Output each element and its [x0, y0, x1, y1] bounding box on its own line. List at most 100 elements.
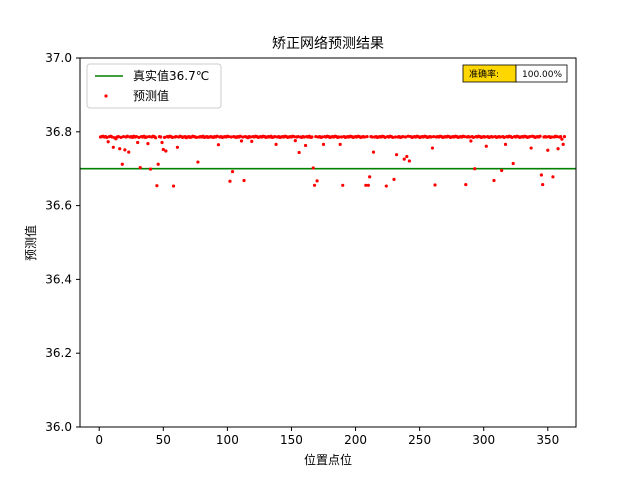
data-point	[123, 148, 127, 152]
data-point	[429, 135, 433, 139]
data-point	[242, 178, 246, 183]
data-point	[136, 140, 140, 145]
data-point	[392, 177, 396, 181]
data-point	[116, 135, 121, 139]
data-point	[250, 139, 254, 143]
data-point	[292, 135, 296, 139]
data-point	[368, 175, 372, 179]
data-point	[491, 135, 495, 139]
data-point	[403, 135, 408, 139]
data-point	[362, 135, 367, 139]
accuracy-box: 准确率: 100.00%	[462, 64, 568, 83]
data-point	[538, 134, 542, 138]
data-point	[550, 135, 554, 139]
data-point	[110, 135, 114, 139]
data-point	[559, 135, 563, 139]
data-point	[228, 179, 232, 183]
data-point	[394, 153, 399, 157]
data-point	[320, 135, 324, 139]
legend-label-predicted: 预测值	[133, 88, 169, 103]
data-point	[155, 184, 159, 188]
data-point	[401, 135, 405, 139]
data-point	[432, 135, 436, 139]
data-point	[241, 135, 245, 139]
legend-point-marker	[104, 94, 108, 98]
data-point	[406, 134, 410, 138]
data-point	[161, 147, 165, 152]
data-point	[562, 135, 567, 139]
data-point	[127, 150, 131, 154]
data-point	[146, 142, 150, 146]
accuracy-label: 准确率:	[469, 68, 499, 80]
y-tick-label: 36.6	[45, 199, 72, 213]
data-point	[196, 160, 200, 164]
data-point	[407, 159, 411, 163]
x-tick-label: 250	[408, 433, 431, 447]
data-point	[529, 146, 533, 150]
data-point	[405, 154, 409, 159]
data-point	[483, 135, 487, 139]
data-point	[510, 135, 514, 139]
data-point	[502, 135, 506, 139]
data-point	[541, 182, 545, 187]
data-point	[137, 135, 141, 139]
y-tick-label: 36.2	[45, 346, 72, 360]
data-point	[297, 150, 301, 155]
data-point	[296, 135, 300, 139]
data-point	[215, 134, 219, 138]
data-point	[402, 157, 406, 161]
data-point	[469, 139, 473, 143]
legend-label-true-value: 真实值36.7℃	[133, 68, 209, 83]
data-point	[500, 168, 504, 173]
data-point	[471, 135, 476, 139]
data-point	[312, 183, 317, 187]
y-tick-label: 37.0	[45, 51, 72, 65]
data-point	[148, 167, 153, 171]
data-point	[503, 142, 508, 146]
data-point	[302, 135, 306, 139]
data-point	[216, 143, 221, 147]
data-point	[468, 135, 472, 139]
data-point	[106, 140, 110, 144]
x-axis-label: 位置点位	[304, 452, 352, 467]
data-point	[383, 135, 387, 139]
data-point	[293, 139, 297, 143]
data-point	[171, 184, 176, 188]
x-tick-label: 0	[95, 433, 103, 447]
data-point	[120, 162, 124, 166]
data-point	[551, 175, 555, 179]
x-tick-label: 50	[156, 433, 171, 447]
data-point	[134, 135, 138, 139]
data-point	[138, 165, 142, 170]
data-point	[238, 134, 242, 138]
x-tick-label: 150	[280, 433, 303, 447]
data-point	[160, 140, 164, 145]
data-point	[484, 144, 488, 148]
data-point	[310, 135, 314, 139]
data-point	[105, 135, 109, 139]
data-point	[498, 135, 502, 139]
data-point	[560, 137, 564, 141]
data-point	[118, 147, 122, 151]
x-tick-label: 100	[216, 433, 239, 447]
axes-frame	[79, 57, 577, 428]
data-point	[341, 183, 345, 187]
y-tick-label: 36.8	[45, 125, 72, 139]
data-point	[164, 149, 168, 153]
y-tick-label: 36.4	[45, 272, 72, 286]
data-point	[154, 136, 158, 140]
data-point	[314, 135, 318, 139]
data-point	[156, 162, 160, 166]
data-point	[371, 150, 376, 154]
data-point	[473, 167, 477, 171]
data-point	[162, 135, 167, 139]
legend-frame	[86, 63, 222, 109]
data-point	[227, 135, 231, 139]
legend: 真实值36.7℃ 预测值	[86, 63, 222, 109]
x-tick-label: 300	[472, 433, 495, 447]
data-point	[370, 135, 374, 139]
data-point	[366, 183, 370, 187]
plot-area: 0 50 100 150 200 250 300 350 36.0 36.2 36.4 36.6 36.…	[45, 51, 577, 447]
data-point	[119, 135, 123, 139]
